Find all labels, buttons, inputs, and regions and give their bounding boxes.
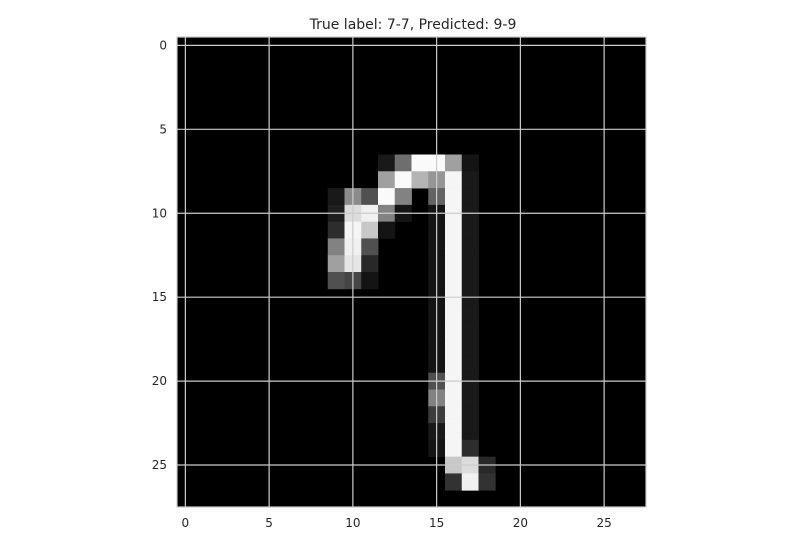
pixel-cell	[378, 171, 396, 189]
x-tick-label: 5	[265, 516, 273, 530]
pixel-cell	[378, 188, 396, 206]
pixel-cell	[445, 188, 463, 206]
pixel-cell	[361, 272, 379, 290]
y-tick-label: 15	[152, 290, 167, 304]
pixel-cell	[445, 473, 463, 491]
pixel-cell	[445, 423, 463, 441]
pixel-cell	[327, 188, 345, 206]
x-tick-label: 10	[345, 516, 360, 530]
pixel-cell	[445, 221, 463, 239]
pixel-cell	[461, 473, 479, 491]
pixel-cell	[394, 171, 412, 189]
pixel-cell	[361, 221, 379, 239]
x-tick-label: 20	[513, 516, 528, 530]
x-tick-label: 0	[182, 516, 190, 530]
y-tick-label: 0	[159, 38, 167, 52]
pixel-cell	[361, 255, 379, 273]
pixel-cell	[461, 238, 479, 256]
pixel-cell	[361, 188, 379, 206]
image-background	[177, 37, 646, 507]
pixel-cell	[461, 406, 479, 424]
pixel-cell	[394, 154, 412, 172]
grid-lines	[177, 37, 646, 507]
y-axis-ticks: 0 5 10 15 20 25	[152, 38, 167, 472]
pixel-cell	[478, 473, 496, 491]
pixel-cell	[461, 423, 479, 441]
pixel-cell	[411, 154, 429, 172]
axes-frame	[176, 36, 647, 508]
pixel-cell	[378, 154, 396, 172]
pixel-cell	[445, 439, 463, 458]
pixel-cell	[327, 238, 345, 256]
pixel-cell	[378, 221, 396, 239]
pixel-cell	[461, 322, 479, 340]
y-tick-label: 25	[152, 458, 167, 472]
pixel-cell	[461, 171, 479, 189]
pixel-cell	[445, 406, 463, 424]
pixel-cell	[445, 305, 463, 323]
pixel-cell	[445, 322, 463, 340]
pixel-cell	[461, 221, 479, 239]
pixel-cell	[445, 154, 463, 172]
pixel-cell	[461, 305, 479, 323]
x-tick-label: 25	[596, 516, 611, 530]
pixel-cell	[445, 255, 463, 273]
y-tick-label: 5	[159, 122, 167, 136]
x-axis-ticks: 0 5 10 15 20 25	[182, 516, 612, 530]
pixel-cell	[445, 238, 463, 256]
pixel-cell	[445, 272, 463, 290]
pixel-cell	[461, 339, 479, 357]
pixel-cell	[445, 389, 463, 407]
pixel-cell	[327, 255, 345, 273]
pixel-cell	[461, 188, 479, 206]
pixel-cell	[445, 339, 463, 357]
pixel-cell	[461, 355, 479, 374]
pixel-cell	[327, 272, 345, 290]
pixel-cell	[445, 355, 463, 374]
pixel-cell	[445, 171, 463, 189]
x-tick-label: 15	[429, 516, 444, 530]
y-tick-label: 20	[152, 374, 167, 388]
pixel-cell	[461, 272, 479, 290]
pixel-cell	[327, 221, 345, 239]
y-tick-label: 10	[152, 206, 167, 220]
pixel-cell	[394, 188, 412, 206]
chart-title: True label: 7-7, Predicted: 9-9	[309, 17, 517, 33]
pixel-cell	[461, 255, 479, 273]
pixel-cell	[411, 171, 429, 189]
pixel-cell	[361, 238, 379, 256]
image-pixels	[177, 37, 646, 507]
pixel-cell	[461, 154, 479, 172]
pixel-cell	[461, 389, 479, 407]
pixel-cell	[461, 439, 479, 458]
